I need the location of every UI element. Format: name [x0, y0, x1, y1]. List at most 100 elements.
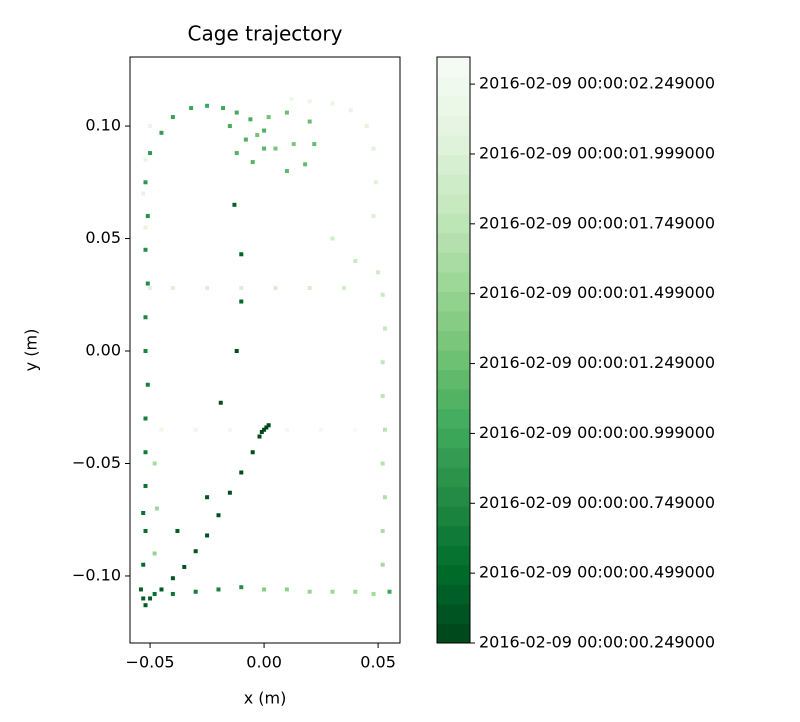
colorbar-tick-label: 2016-02-09 00:00:00.499000 — [479, 563, 715, 582]
point — [364, 124, 369, 129]
colorbar-band — [437, 310, 470, 331]
point — [307, 99, 312, 104]
point — [353, 589, 358, 594]
point — [218, 400, 223, 405]
point — [307, 119, 312, 124]
point — [152, 591, 157, 596]
point — [330, 236, 335, 241]
point — [221, 106, 226, 111]
point — [232, 202, 237, 207]
point — [145, 214, 150, 219]
point — [159, 130, 164, 135]
point — [234, 151, 239, 156]
point — [141, 596, 146, 601]
point — [262, 146, 267, 151]
point — [143, 349, 148, 354]
point — [291, 142, 296, 147]
point — [205, 495, 210, 500]
point — [273, 286, 278, 291]
point — [353, 427, 358, 432]
colorbar-band — [437, 232, 470, 253]
colorbar-band — [437, 506, 470, 527]
point — [141, 191, 146, 196]
point — [387, 589, 392, 594]
point — [216, 513, 221, 518]
point — [250, 160, 255, 165]
colorbar-band — [437, 57, 470, 78]
point — [303, 162, 308, 167]
point — [239, 252, 244, 257]
x-tick-label: 0.00 — [246, 653, 282, 672]
colorbar-tick-label: 2016-02-09 00:00:01.999000 — [479, 143, 715, 162]
colorbar-band — [437, 154, 470, 175]
point — [250, 450, 255, 455]
colorbar-tick-label: 2016-02-09 00:00:02.249000 — [479, 74, 715, 93]
y-axis-label: y (m) — [22, 329, 41, 372]
colorbar-tick-label: 2016-02-09 00:00:00.749000 — [479, 493, 715, 512]
point — [380, 528, 385, 533]
point — [371, 591, 376, 596]
point — [143, 225, 148, 230]
point — [262, 587, 267, 592]
colorbar-band — [437, 603, 470, 624]
point — [189, 106, 194, 111]
point — [227, 124, 232, 129]
colorbar-tick-label: 2016-02-09 00:00:01.749000 — [479, 213, 715, 232]
point — [143, 603, 148, 608]
point — [170, 286, 175, 291]
point — [262, 427, 267, 432]
colorbar-band — [437, 350, 470, 371]
point — [380, 394, 385, 399]
point — [205, 533, 210, 538]
point — [239, 286, 244, 291]
point — [371, 214, 376, 219]
colorbar-frame — [436, 56, 471, 644]
colorbar-band — [437, 545, 470, 566]
point — [234, 349, 239, 354]
point — [148, 151, 153, 156]
point — [205, 103, 210, 108]
colorbar-tick-label: 2016-02-09 00:00:01.499000 — [479, 283, 715, 302]
point — [227, 490, 232, 495]
point — [239, 470, 244, 475]
point — [170, 115, 175, 120]
point — [159, 427, 164, 432]
point — [148, 124, 153, 129]
point — [143, 528, 148, 533]
colorbar-band — [437, 408, 470, 429]
x-tick-label: −0.05 — [126, 653, 175, 672]
colorbar-band — [437, 428, 470, 449]
point — [193, 589, 198, 594]
colorbar-band — [437, 135, 470, 156]
point — [307, 286, 312, 291]
colorbar-band — [437, 115, 470, 136]
colorbar-tick-label: 2016-02-09 00:00:01.249000 — [479, 353, 715, 372]
point — [373, 180, 378, 185]
point — [273, 146, 278, 151]
point — [193, 427, 198, 432]
point — [143, 315, 148, 320]
colorbar-band — [437, 193, 470, 214]
colorbar-band — [437, 271, 470, 292]
point — [284, 169, 289, 174]
point — [182, 564, 187, 569]
point — [175, 528, 180, 533]
point — [312, 142, 317, 147]
point — [216, 587, 221, 592]
x-tick-label: 0.05 — [360, 653, 396, 672]
colorbar-band — [437, 389, 470, 410]
point — [243, 137, 248, 142]
point — [234, 110, 239, 115]
point — [330, 101, 335, 106]
point — [382, 427, 387, 432]
point — [266, 423, 271, 428]
colorbar-band — [437, 330, 470, 351]
point — [266, 115, 271, 120]
colorbar-band — [437, 96, 470, 117]
colorbar-band — [437, 369, 470, 390]
point — [348, 108, 353, 113]
point — [382, 495, 387, 500]
chart-title: Cage trajectory — [188, 22, 343, 46]
point — [239, 299, 244, 304]
y-tick-label: 0.10 — [85, 116, 121, 135]
